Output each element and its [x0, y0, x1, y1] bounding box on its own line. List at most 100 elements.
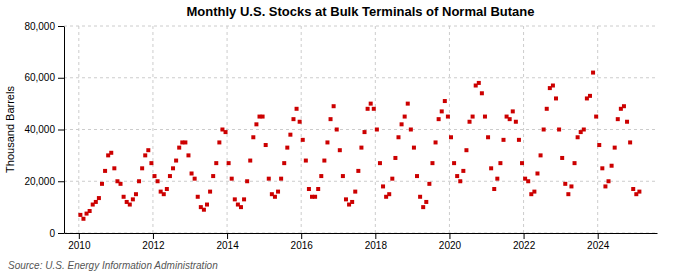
point: [103, 169, 107, 173]
point: [576, 135, 580, 139]
point: [112, 166, 116, 170]
point: [338, 148, 342, 152]
point: [248, 159, 252, 163]
point: [190, 171, 194, 175]
point: [350, 200, 354, 204]
point: [168, 174, 172, 178]
point: [551, 84, 555, 88]
point: [143, 153, 147, 157]
point: [582, 128, 586, 132]
point: [421, 205, 425, 209]
point: [325, 140, 329, 144]
y-tick-mark: [58, 26, 64, 27]
source-note: Source: U.S. Energy Information Administ…: [8, 260, 218, 271]
x-tick: 2020: [439, 233, 462, 251]
y-tick-mark: [58, 130, 64, 131]
grid: [64, 26, 657, 233]
point: [381, 184, 385, 188]
x-tick: 2018: [365, 233, 388, 251]
point: [183, 140, 187, 144]
point: [152, 174, 156, 178]
point: [539, 153, 543, 157]
point: [517, 138, 521, 142]
y-tick: 20,000: [24, 176, 64, 187]
point: [477, 81, 481, 85]
x-tick-label: 2014: [216, 240, 239, 251]
point: [489, 166, 493, 170]
grid-line-y: [64, 181, 657, 182]
x-tick-mark: [375, 233, 376, 239]
point: [366, 107, 370, 111]
point: [363, 130, 367, 134]
x-tick: 2012: [142, 233, 165, 251]
point: [501, 138, 505, 142]
point: [597, 143, 601, 147]
grid-line-y: [64, 77, 657, 78]
point: [483, 115, 487, 119]
grid-line-x: [597, 26, 598, 233]
point: [446, 115, 450, 119]
x-tick-mark: [449, 233, 450, 239]
x-tick: 2022: [513, 233, 536, 251]
y-tick: 60,000: [24, 72, 64, 83]
point: [591, 71, 595, 75]
x-tick: 2014: [216, 233, 239, 251]
point: [471, 115, 475, 119]
point: [214, 161, 218, 165]
point: [291, 117, 295, 121]
point: [424, 200, 428, 204]
point: [492, 187, 496, 191]
grid-line-x: [78, 26, 79, 233]
point: [628, 140, 632, 144]
point: [224, 130, 228, 134]
point: [304, 159, 308, 163]
grid-line-x: [152, 26, 153, 233]
point: [359, 146, 363, 150]
point: [264, 143, 268, 147]
point: [177, 146, 181, 150]
point: [637, 190, 641, 194]
point: [461, 169, 465, 173]
point: [322, 159, 326, 163]
grid-line-x: [449, 26, 450, 233]
point: [418, 195, 422, 199]
point: [251, 135, 255, 139]
x-tick: 2016: [291, 233, 314, 251]
point: [455, 174, 459, 178]
point: [622, 104, 626, 108]
point: [616, 117, 620, 121]
point: [631, 187, 635, 191]
point: [610, 164, 614, 168]
point: [387, 192, 391, 196]
point: [282, 161, 286, 165]
point: [409, 128, 413, 132]
point: [594, 115, 598, 119]
point: [607, 179, 611, 183]
point: [353, 190, 357, 194]
point: [100, 182, 104, 186]
point: [603, 184, 607, 188]
point: [532, 190, 536, 194]
point: [573, 161, 577, 165]
y-axis: 020,00040,00060,00080,000: [24, 21, 64, 239]
point: [122, 195, 126, 199]
point: [202, 208, 206, 212]
point: [319, 174, 323, 178]
x-tick-label: 2018: [365, 240, 388, 251]
point: [295, 107, 299, 111]
point: [393, 156, 397, 160]
point: [356, 169, 360, 173]
point: [403, 115, 407, 119]
y-tick-mark: [58, 78, 64, 79]
point: [341, 174, 345, 178]
point: [557, 128, 561, 132]
point: [140, 166, 144, 170]
point: [378, 161, 382, 165]
point: [285, 146, 289, 150]
point: [128, 203, 132, 207]
point: [119, 182, 123, 186]
x-tick: 2010: [68, 233, 91, 251]
x-tick-label: 2010: [68, 240, 91, 251]
point: [227, 161, 231, 165]
chart-container: 20102012201420162018202020222024020,0004…: [0, 0, 675, 275]
